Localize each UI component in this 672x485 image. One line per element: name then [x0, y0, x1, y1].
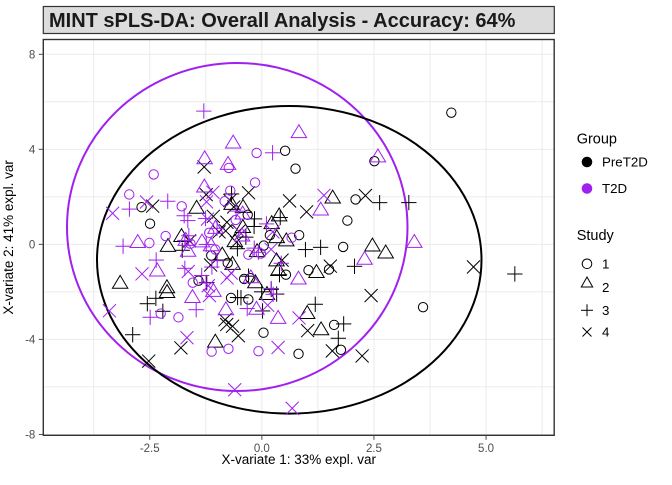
svg-text:2: 2: [602, 280, 609, 295]
svg-text:PreT2D: PreT2D: [602, 155, 648, 170]
svg-text:3: 3: [602, 303, 609, 318]
svg-text:0: 0: [29, 239, 35, 251]
svg-text:MINT sPLS-DA: Overall Analysis: MINT sPLS-DA: Overall Analysis - Accurac…: [49, 10, 516, 32]
svg-text:-4: -4: [25, 334, 36, 346]
svg-text:5.0: 5.0: [478, 443, 494, 455]
svg-text:-2.5: -2.5: [140, 443, 160, 455]
svg-text:8: 8: [29, 49, 35, 61]
svg-text:Group: Group: [577, 132, 617, 148]
svg-text:1: 1: [602, 256, 609, 271]
svg-text:-8: -8: [25, 429, 35, 441]
svg-text:4: 4: [29, 144, 36, 156]
svg-text:4: 4: [602, 325, 609, 340]
svg-text:X-variate 1: 33% expl. var: X-variate 1: 33% expl. var: [221, 452, 376, 467]
svg-text:Study: Study: [577, 228, 615, 244]
svg-text:X-variate 2: 41% expl. var: X-variate 2: 41% expl. var: [1, 160, 16, 315]
svg-text:T2D: T2D: [602, 181, 627, 196]
